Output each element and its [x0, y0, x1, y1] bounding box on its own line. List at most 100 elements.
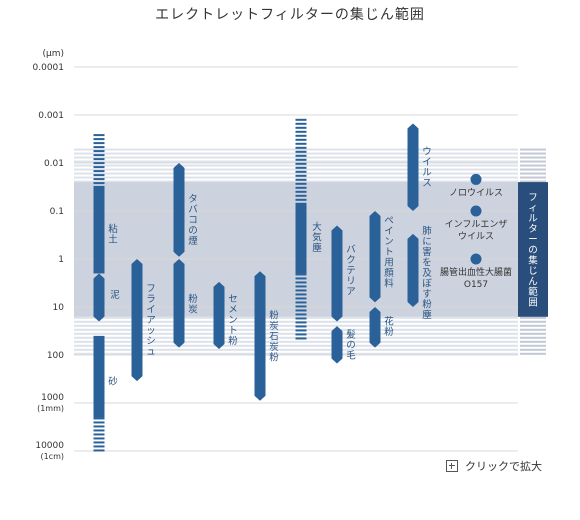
bar-stripe	[93, 154, 105, 157]
bar-label: 泥	[110, 289, 120, 301]
bar-label: 石	[269, 331, 279, 342]
bar-solid	[131, 259, 143, 382]
bar-label: 髪	[346, 328, 356, 340]
bar-stripe	[93, 146, 105, 149]
filter-box-solid	[518, 182, 548, 317]
bar-solid	[407, 123, 419, 211]
bar-group: 髪の毛	[331, 326, 356, 364]
bar-stripe	[93, 142, 105, 145]
filter-box-label: 集	[528, 254, 538, 266]
bar-label: 毛	[346, 349, 356, 361]
bar-stripe	[295, 301, 307, 304]
filter-box-label: タ	[528, 224, 538, 235]
bar-label: ッ	[146, 325, 156, 336]
chart-title: エレクトレットフィルターの集じん範囲	[155, 7, 425, 23]
bar-label: に	[422, 236, 432, 247]
bar-label: セ	[228, 294, 238, 305]
bar-label: 炭	[188, 304, 198, 315]
bar-label: ウ	[422, 147, 432, 158]
bar-stripe	[93, 449, 105, 452]
bar-stripe	[295, 317, 307, 320]
band-stripe	[74, 168, 518, 171]
bar-label: ス	[422, 178, 432, 189]
bar-solid	[93, 335, 105, 418]
filter-box-label: ル	[528, 213, 538, 224]
bar-stripe	[93, 441, 105, 444]
band-stripe	[74, 152, 518, 155]
filter-box-stripe	[520, 352, 546, 355]
bar-solid	[173, 259, 185, 348]
bar-label: メ	[228, 304, 238, 315]
point-label: ウイルス	[458, 231, 494, 242]
bar-stripe	[93, 162, 105, 165]
filter-box-stripe	[520, 340, 546, 343]
filter-box-label: ィ	[528, 203, 538, 214]
bar-label: 粉	[188, 293, 198, 305]
point-marker	[470, 253, 482, 265]
bar-stripe	[295, 337, 307, 340]
y-axis: (μm) 0.0001 0.001 0.01 0.1 1 10 100 1000(1mm) 10…	[33, 49, 65, 461]
bar-label: 塵	[422, 309, 432, 321]
point-marker	[470, 173, 482, 185]
bar-stripe	[93, 425, 105, 428]
bar-stripe	[295, 122, 307, 125]
bar-label: の	[346, 340, 356, 351]
bar-label: 肺	[422, 226, 432, 237]
bar-label: バ	[188, 204, 198, 215]
point-label: インフルエンザ	[445, 219, 508, 230]
bar-group: 大気塵	[295, 118, 322, 340]
bar-label: バ	[346, 245, 356, 256]
filter-box-label: 範	[528, 286, 538, 298]
bar-label: ク	[346, 255, 356, 266]
zoom-button[interactable]: クリックで拡大	[446, 457, 542, 475]
y-tick-label: 10000	[35, 441, 64, 451]
band-stripe	[74, 160, 518, 163]
filter-box-stripe	[520, 164, 546, 167]
bar-label: 大	[312, 221, 322, 233]
bar-label: シ	[146, 336, 156, 347]
bar-label: 用	[384, 258, 394, 269]
bar-stripe	[93, 421, 105, 424]
bar-label: 炭	[269, 342, 279, 353]
bar-label: 害	[422, 246, 432, 258]
bar-stripe	[295, 285, 307, 288]
filter-box-label: 囲	[528, 297, 538, 308]
bar-stripe	[295, 166, 307, 169]
bar-solid	[331, 225, 343, 322]
filter-box-stripe	[520, 160, 546, 163]
bar-stripe	[295, 190, 307, 193]
bar-stripe	[93, 150, 105, 153]
filter-box-stripe	[520, 148, 546, 151]
bar-label: ア	[146, 315, 156, 326]
bar-stripe	[93, 174, 105, 177]
bar-label: 砂	[108, 376, 118, 388]
y-tick-label: 0.01	[44, 159, 64, 169]
y-tick-label: 0.1	[50, 207, 64, 217]
bar-label: す	[422, 289, 432, 300]
bar-solid	[295, 203, 307, 274]
band-stripe	[74, 176, 518, 179]
bar-label: 煙	[188, 236, 198, 247]
bar-label: の	[188, 225, 198, 236]
bar-solid	[93, 273, 105, 322]
filter-box-stripe	[520, 156, 546, 159]
bar-stripe	[295, 162, 307, 165]
filter-box-label: じ	[528, 266, 538, 277]
bar-stripe	[295, 178, 307, 181]
bar-label: 炭	[269, 321, 279, 332]
bar-stripe	[295, 182, 307, 185]
filter-box-stripe	[520, 320, 546, 323]
point-label: 腸管出血性大腸菌	[440, 266, 512, 278]
y-tick-label: 1	[58, 255, 64, 265]
point-label: ノロウイルス	[449, 187, 503, 198]
bar-stripe	[295, 297, 307, 300]
bar-label: 粉	[228, 335, 238, 347]
bar-stripe	[295, 273, 307, 276]
filter-box-stripe	[520, 180, 546, 183]
bar-stripe	[295, 198, 307, 201]
bar-stripe	[295, 118, 307, 121]
